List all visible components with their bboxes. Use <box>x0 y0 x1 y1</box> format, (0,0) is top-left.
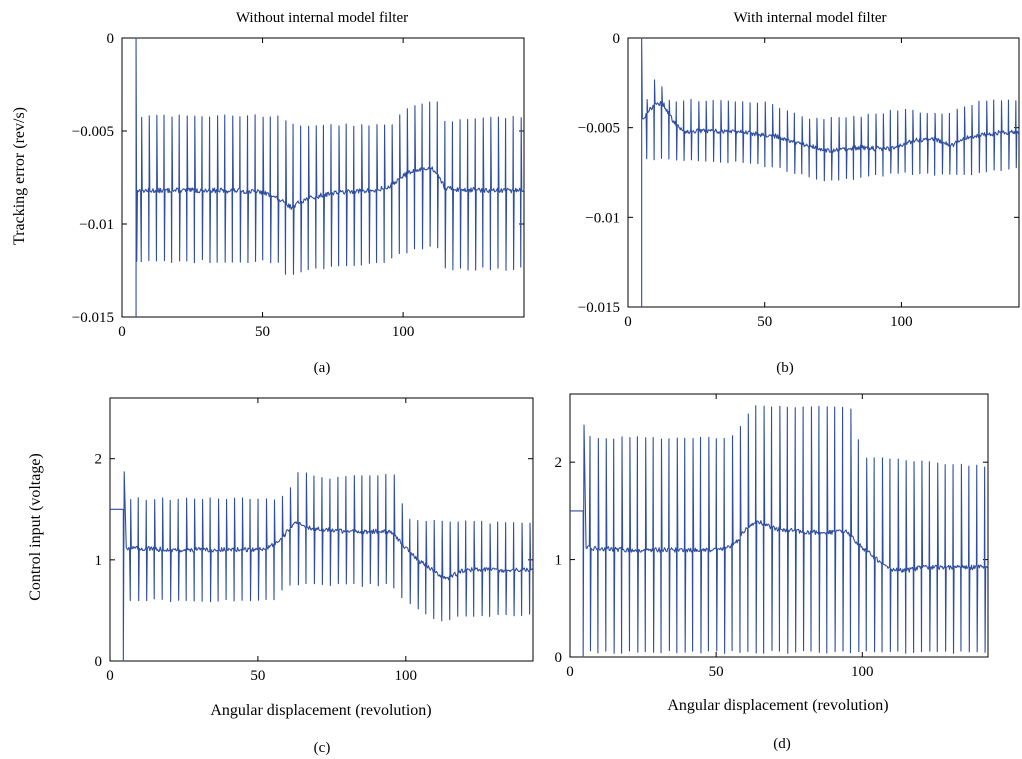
panel-b-caption: (b) <box>776 360 794 376</box>
panel-b-plot <box>627 37 1020 308</box>
panel-d-plot <box>569 393 989 658</box>
panel-b-x-ticks: 0 50 100 <box>624 38 913 330</box>
panel-b-y-tick-label: −0.005 <box>578 121 620 137</box>
panel-a-x-tick-label: 50 <box>255 324 270 340</box>
panel-a-signal-line <box>135 37 525 317</box>
panel-c-x-ticks: 0 50 100 <box>106 398 417 684</box>
panel-d-x-tick-label: 50 <box>709 664 724 680</box>
panel-c-ylabel: Control input (voltage) <box>27 453 44 601</box>
panel-b-y-ticks: 0 −0.005 −0.01 −0.015 <box>578 31 1019 316</box>
panel-c: Control input (voltage) 0 50 100 0 1 2 Angul… <box>27 397 534 756</box>
panel-b-x-tick-label: 0 <box>624 314 632 330</box>
panel-c-y-tick-label: 2 <box>95 452 103 468</box>
panel-d-y-tick-label: 0 <box>555 650 563 666</box>
panel-a-caption: (a) <box>314 360 331 376</box>
panel-a-x-tick-label: 100 <box>392 324 415 340</box>
panel-c-y-tick-label: 1 <box>95 553 103 569</box>
panel-b-y-tick-label: −0.015 <box>578 300 620 316</box>
panel-d-y-tick-label: 2 <box>555 455 563 471</box>
panel-a-y-tick-label: 0 <box>107 31 115 47</box>
panel-b-frame <box>627 37 1020 308</box>
panel-d-signal-line <box>570 405 989 658</box>
panel-a-y-ticks: 0 −0.005 −0.01 −0.015 <box>72 31 524 326</box>
panel-c-signal-line <box>110 471 534 662</box>
panel-a-frame <box>121 37 525 318</box>
panel-b-signal-line <box>641 37 1020 307</box>
panel-d-caption: (d) <box>773 736 791 752</box>
panel-c-xlabel: Angular displacement (revolution) <box>210 702 431 719</box>
panel-c-y-tick-label: 0 <box>95 654 103 670</box>
panel-b-title: With internal model filter <box>733 10 886 26</box>
panel-d-x-tick-label: 100 <box>851 664 874 680</box>
panel-a-title: Without internal model filter <box>236 10 408 26</box>
panel-d-x-ticks: 0 50 100 <box>566 394 874 680</box>
panel-a-y-tick-label: −0.005 <box>72 124 114 140</box>
panel-a-y-tick-label: −0.01 <box>79 217 114 233</box>
panel-c-x-tick-label: 50 <box>250 668 265 684</box>
panel-c-x-tick-label: 0 <box>106 668 114 684</box>
panel-a-x-tick-label: 0 <box>118 324 126 340</box>
panel-a-y-tick-label: −0.015 <box>72 310 114 326</box>
panel-b-x-tick-label: 100 <box>890 314 913 330</box>
panel-d: 0 50 100 0 1 2 Angular displacement (revolut… <box>555 393 989 752</box>
panel-c-caption: (c) <box>314 740 331 756</box>
panel-a: Without internal model filter Tracking e… <box>11 10 525 376</box>
panel-b-x-tick-label: 50 <box>757 314 772 330</box>
panel-b-y-tick-label: −0.01 <box>585 210 620 226</box>
panel-d-xlabel: Angular displacement (revolution) <box>667 697 888 714</box>
panel-b-y-tick-label: 0 <box>613 31 621 47</box>
panel-a-plot <box>121 37 525 318</box>
panel-a-ylabel: Tracking error (rev/s) <box>11 107 28 245</box>
panel-c-x-tick-label: 100 <box>395 668 418 684</box>
panel-a-x-ticks: 0 50 100 <box>118 38 414 340</box>
panel-d-y-tick-label: 1 <box>555 553 563 569</box>
panel-b: With internal model filter 0 50 100 0 −0.00… <box>578 10 1020 376</box>
panel-c-plot <box>109 397 534 662</box>
panel-d-frame <box>569 393 989 658</box>
panel-d-x-tick-label: 0 <box>566 664 574 680</box>
panel-c-frame <box>109 397 534 662</box>
